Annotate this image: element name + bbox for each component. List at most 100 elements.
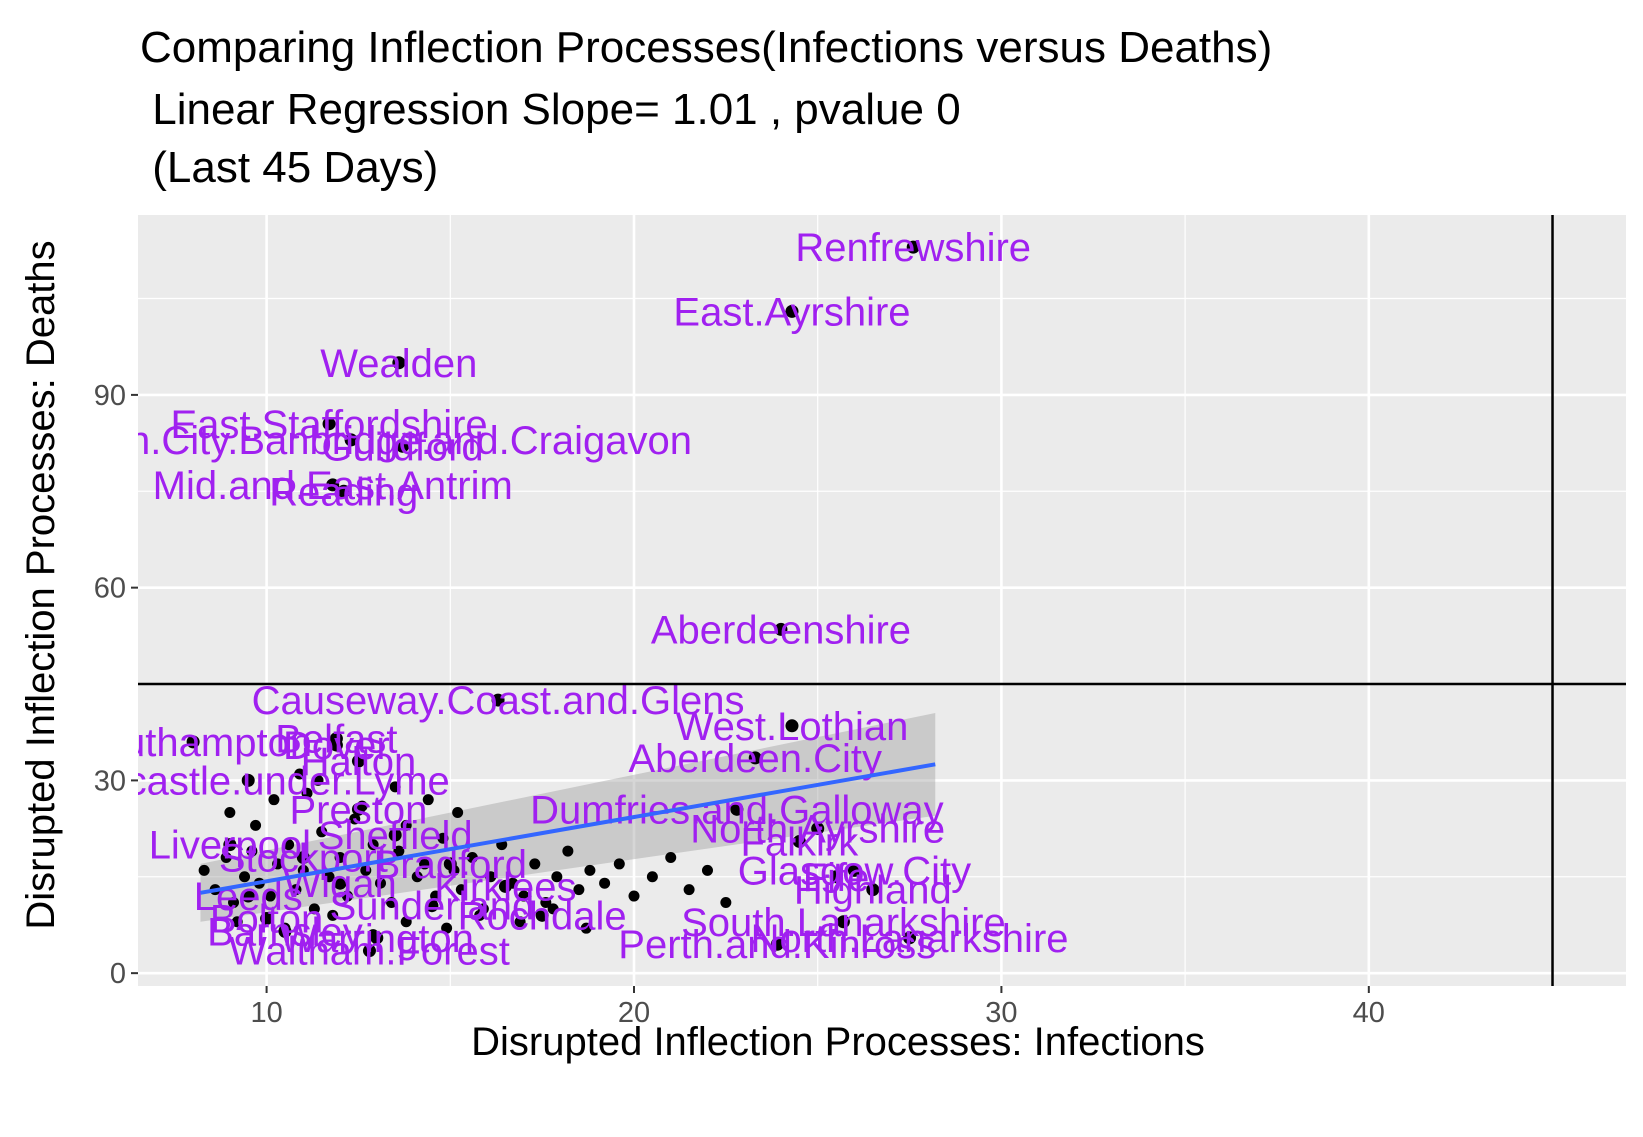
point-label: Mid.and.East.Antrim [153,464,513,508]
y-axis-title: Disrupted Inflection Processes: Deaths [19,240,63,929]
x-axis-title: Disrupted Inflection Processes: Infectio… [471,1020,1205,1064]
point-label: Waltham.Forest [229,930,510,974]
cluster-point [628,890,640,902]
data-point [535,908,549,922]
x-tick-label: 20 [618,997,650,1029]
cluster-point [452,807,464,819]
point-label: Halton [301,740,417,784]
data-point [241,773,255,787]
cluster-point [514,916,526,928]
cluster-point [430,890,442,902]
point-label: East.Staffordshire [170,403,487,447]
y-tick-label: 0 [110,958,126,990]
cluster-point [441,922,453,934]
x-tick-label: 10 [250,997,282,1029]
point-label: Wealden [320,342,477,386]
cluster-point [400,819,412,831]
data-point [770,937,784,951]
data-point [322,417,336,431]
cluster-point [599,877,611,889]
cluster-point [562,845,574,857]
data-point [370,931,384,945]
cluster-point [613,858,625,870]
cluster-point [386,896,398,908]
cluster-point [389,781,401,793]
y-tick-label: 90 [94,380,126,412]
cluster-point [419,858,431,870]
point-label: Causeway.Coast.and.Glens [252,679,745,723]
data-point [329,738,343,752]
confidence-band [200,712,936,922]
point-label: Armagh.City.Banbridge.and.Craigavon [10,419,692,463]
data-point [326,478,340,492]
y-tick-label: 30 [94,765,126,797]
cluster-point [466,852,478,863]
point-label: North.Lanarkshire [751,917,1069,961]
data-point [491,693,505,707]
cluster-point [268,794,280,806]
point-label: Rochdale [458,894,627,938]
cluster-point [246,845,258,857]
data-point [186,735,200,749]
data-point [847,863,861,877]
point-label: Highland [794,869,952,913]
point-label: Glasgow.City [738,849,971,893]
point-label: Newcastle.under.Lyme [47,759,450,803]
cluster-point [720,896,732,908]
cluster-point [584,864,596,876]
data-point [443,857,457,871]
data-point [362,944,376,958]
point-label: East.Ayrshire [673,290,910,334]
cluster-point [683,884,695,896]
x-tick-label: 30 [985,997,1017,1029]
cluster-point [573,884,585,896]
plot-panel [138,215,1626,986]
cluster-point [455,884,467,896]
cluster-point [646,871,658,883]
cluster-point [411,871,423,883]
x-tick-label: 40 [1353,997,1385,1029]
cluster-point [400,916,412,928]
cluster-point [250,819,262,831]
regression-line [200,762,936,895]
point-label: Leeds [194,875,303,919]
point-label: Bolton [210,898,323,942]
chart-title-line-2: Linear Regression Slope= 1.01 , pvalue 0 [140,85,961,134]
point-label: Fife [803,856,870,900]
point-label: Aberdeenshire [651,608,911,652]
data-point [333,876,347,890]
cluster-point [665,852,677,863]
y-axis-ticks: 0 30 60 90 [94,380,138,990]
cluster-point [316,826,328,838]
point-label: Liverpool [149,824,311,868]
data-point [296,851,310,864]
data-point [903,931,917,945]
data-point [278,924,292,938]
cluster-point [283,839,295,851]
point-label: Reading [269,470,418,514]
data-point [792,834,806,848]
cluster-point [485,871,497,883]
data-point [392,356,406,370]
data-point [785,304,799,318]
data-point [344,433,358,447]
cluster-point [393,845,405,857]
point-label: Renfrewshire [795,226,1031,270]
cluster-point [308,903,320,915]
point-label: West.Lothian [676,705,909,749]
data-point [396,439,410,453]
point-label: North.Ayrshire [690,808,945,852]
chart-title-line-1: Comparing Inflection Processes(Infection… [140,23,1272,72]
cluster-point [294,768,306,780]
data-point [351,754,365,768]
data-point [223,838,237,852]
cluster-point [198,864,210,876]
cluster-point [349,813,361,825]
cluster-point [374,877,386,889]
data-point [241,889,255,903]
cluster-point [551,871,563,883]
point-label: Warrington [280,917,474,961]
data-point [906,240,920,254]
cluster-point [224,807,236,819]
cluster-point [327,909,339,921]
